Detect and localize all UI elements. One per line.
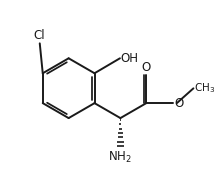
Text: OH: OH: [121, 52, 139, 65]
Text: O: O: [174, 97, 183, 110]
Text: NH$_2$: NH$_2$: [108, 150, 132, 165]
Text: Cl: Cl: [33, 30, 45, 42]
Text: CH$_3$: CH$_3$: [194, 81, 216, 95]
Text: O: O: [142, 61, 151, 74]
